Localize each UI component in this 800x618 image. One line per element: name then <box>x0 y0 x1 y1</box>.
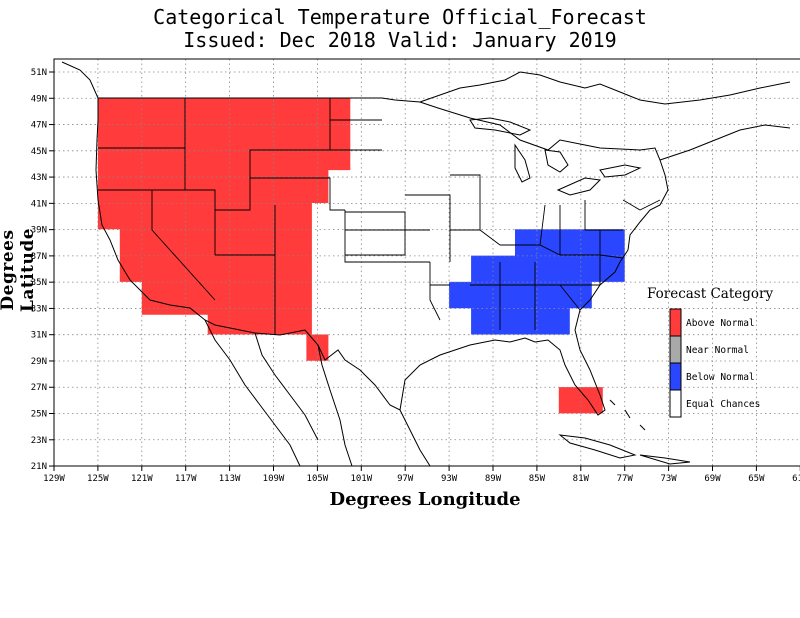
x-tick-label: 113W <box>219 474 241 484</box>
y-tick: 45N <box>31 147 54 157</box>
x-tick-label: 65W <box>748 474 765 484</box>
legend-swatch <box>669 308 682 337</box>
y-tick: 21N <box>31 462 54 472</box>
y-tick: 51N <box>31 68 54 78</box>
mexico-coast <box>204 319 431 467</box>
x-tick: 129W <box>43 466 65 484</box>
y-tick: 39N <box>31 226 54 236</box>
legend-label: Near Normal <box>686 345 749 356</box>
x-tick-label: 81W <box>573 474 590 484</box>
x-tick: 113W <box>219 466 241 484</box>
legend-swatch <box>669 362 682 391</box>
above-normal-west-region <box>97 97 351 361</box>
x-tick: 105W <box>307 466 329 484</box>
y-tick: 33N <box>31 304 54 314</box>
x-tick-label: 125W <box>87 474 109 484</box>
legend-swatch <box>669 389 682 418</box>
state-boundaries <box>98 98 661 335</box>
y-tick: 49N <box>31 94 54 104</box>
y-tick-label: 21N <box>31 462 47 472</box>
legend: Forecast Category Above Normal Near Norma… <box>647 286 773 418</box>
x-tick: 101W <box>350 466 373 484</box>
x-tick: 109W <box>263 466 285 484</box>
x-tick-label: 69W <box>704 474 721 484</box>
x-tick: 125W <box>87 466 109 484</box>
plot-border <box>53 58 800 467</box>
y-tick: 27N <box>31 383 54 393</box>
y-tick: 37N <box>31 252 54 262</box>
us-border-outline <box>95 97 669 416</box>
x-tick-label: 105W <box>307 474 329 484</box>
y-tick-label: 49N <box>31 94 47 104</box>
y-tick-label: 27N <box>31 383 47 393</box>
y-tick-label: 37N <box>31 252 47 262</box>
above-normal-florida-region <box>558 387 603 414</box>
x-tick-label: 61W <box>792 474 800 484</box>
y-tick-label: 41N <box>31 199 47 209</box>
y-tick: 25N <box>31 410 54 420</box>
x-tick-label: 77W <box>617 474 634 484</box>
y-tick-label: 51N <box>31 68 47 78</box>
x-tick-label: 117W <box>175 474 197 484</box>
cuba-and-islands <box>558 399 691 465</box>
y-tick: 43N <box>31 173 54 183</box>
x-tick: 97W <box>397 466 414 484</box>
x-tick-label: 109W <box>263 474 285 484</box>
great-lakes <box>469 117 642 196</box>
y-tick: 23N <box>31 436 54 446</box>
gridlines <box>54 59 800 466</box>
y-tick-label: 31N <box>31 331 47 341</box>
y-tick: 41N <box>31 199 54 209</box>
canada-coast <box>61 61 791 161</box>
x-tick: 85W <box>529 466 546 484</box>
y-tick-label: 43N <box>31 173 47 183</box>
coastlines <box>61 61 791 467</box>
y-tick-label: 25N <box>31 410 47 420</box>
x-tick: 93W <box>441 466 458 484</box>
x-tick: 61W <box>792 466 800 484</box>
x-tick: 117W <box>175 466 197 484</box>
legend-label: Equal Chances <box>686 399 760 410</box>
x-tick-label: 97W <box>397 474 414 484</box>
x-tick-label: 85W <box>529 474 546 484</box>
legend-title: Forecast Category <box>647 286 773 302</box>
y-tick-label: 45N <box>31 147 47 157</box>
y-tick-label: 23N <box>31 436 47 446</box>
x-tick-label: 121W <box>131 474 153 484</box>
x-tick: 89W <box>485 466 502 484</box>
x-tick-label: 89W <box>485 474 502 484</box>
y-tick-label: 29N <box>31 357 47 367</box>
legend-swatch <box>669 335 682 364</box>
y-tick-label: 35N <box>31 278 47 288</box>
y-tick: 29N <box>31 357 54 367</box>
y-tick-label: 47N <box>31 121 47 131</box>
y-tick-label: 33N <box>31 304 47 314</box>
y-tick: 47N <box>31 121 54 131</box>
axes: 129W 125W 121W 117W 113W 109W 105W 101W 97W 93W 89… <box>31 58 800 484</box>
x-tick-label: 73W <box>660 474 677 484</box>
x-axis-label: Degrees Longitude <box>329 489 521 510</box>
x-tick-label: 101W <box>350 474 372 484</box>
legend-label: Below Normal <box>686 372 755 383</box>
x-tick-label: 129W <box>43 474 65 484</box>
y-tick-label: 39N <box>31 226 47 236</box>
chart-subtitle: Issued: Dec 2018 Valid: January 2019 <box>183 28 617 52</box>
legend-label: Above Normal <box>686 318 755 329</box>
x-tick: 81W <box>573 466 590 484</box>
x-tick: 69W <box>704 466 721 484</box>
x-tick: 65W <box>748 466 765 484</box>
x-tick-label: 93W <box>441 474 458 484</box>
chart-title: Categorical Temperature Official_Forecas… <box>153 5 647 29</box>
y-tick: 31N <box>31 331 54 341</box>
x-tick: 73W <box>660 466 677 484</box>
x-tick: 77W <box>617 466 634 484</box>
x-tick: 121W <box>131 466 153 484</box>
y-tick: 35N <box>31 278 54 288</box>
